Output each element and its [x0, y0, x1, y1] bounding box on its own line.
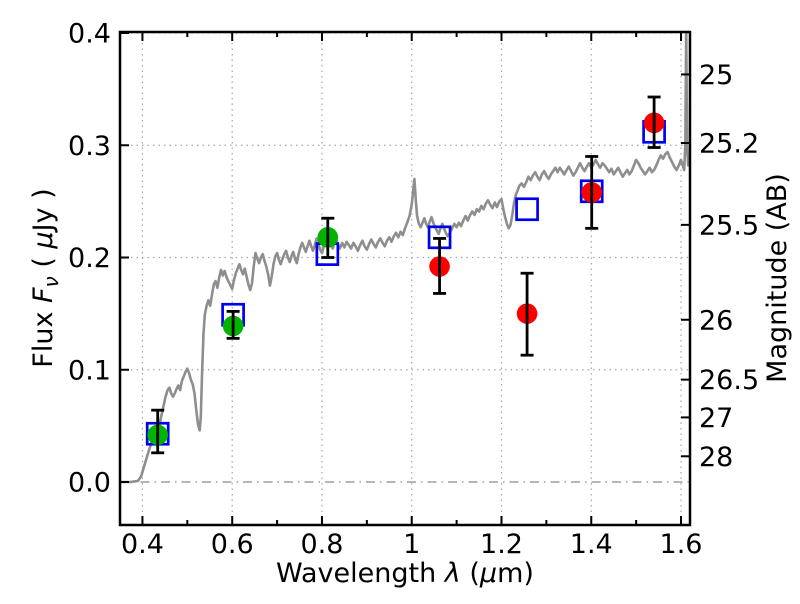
x-tick-label-1: 1 — [403, 529, 420, 560]
chart-element: Flux — [28, 303, 59, 368]
chart-element: μ — [28, 231, 59, 249]
mag-tick-label-27: 27 — [699, 403, 733, 434]
chart-element: F — [28, 287, 59, 303]
blue-square-markers — [145, 119, 666, 446]
y-axis-label-right: Magnitude (AB) — [762, 173, 793, 383]
y-tick-label-0.2: 0.2 — [68, 243, 111, 274]
model-spectrum-line — [120, 32, 690, 484]
chart-element: ν — [39, 276, 63, 287]
x-tick-label-0.4: 0.4 — [121, 529, 164, 560]
x-tick-label-0.6: 0.6 — [211, 529, 254, 560]
mag-tick-label-26: 26 — [699, 305, 733, 336]
error-bar — [520, 271, 534, 357]
y-tick-label-0.0: 0.0 — [68, 468, 111, 499]
plot-frame — [118, 30, 692, 527]
chart-element: Jy ) — [28, 188, 59, 233]
y-tick-label-0.4: 0.4 — [68, 19, 111, 50]
y-tick-label-0.3: 0.3 — [68, 131, 111, 162]
model-spectrum-path — [120, 32, 690, 484]
error-bar — [321, 216, 335, 259]
x-tick-label-1.6: 1.6 — [660, 529, 703, 560]
error-bar — [151, 408, 165, 455]
mag-tick-label-25.5: 25.5 — [699, 210, 759, 241]
gridlines — [120, 32, 690, 525]
chart-element: μ — [479, 558, 497, 589]
error-bars — [151, 95, 661, 455]
error-bar — [226, 309, 240, 340]
y-tick-label-0.1: 0.1 — [68, 355, 111, 386]
error-bar — [585, 155, 599, 230]
blue-square-point — [515, 197, 539, 222]
x-tick-label-1.2: 1.2 — [480, 529, 523, 560]
chart-element: Wavelength — [276, 558, 445, 589]
tick-marks — [120, 32, 690, 525]
chart-element: ( — [28, 249, 59, 277]
mag-tick-label-26.5: 26.5 — [699, 365, 759, 396]
x-tick-label-1.4: 1.4 — [570, 529, 613, 560]
mag-tick-label-25: 25 — [699, 60, 733, 91]
y-axis-label-left: Flux Fν​ ( μJy ) — [28, 188, 63, 367]
x-axis-label: Wavelength λ (μm) — [276, 558, 534, 589]
x-tick-label-0.8: 0.8 — [300, 529, 343, 560]
mag-tick-label-28: 28 — [699, 442, 733, 473]
error-bar — [433, 237, 447, 295]
mag-tick-label-25.2: 25.2 — [699, 129, 759, 160]
tick-labels: 0.4 0.6 0.8 1 1.2 1.4 1.6 0.0 0.1 0.2 0.3 0.4 25 25.2… — [68, 19, 759, 560]
error-bar — [647, 95, 661, 149]
chart-element: Magnitude (AB) — [762, 173, 793, 383]
chart-element: ( — [461, 558, 480, 589]
chart-element: λ — [443, 558, 461, 589]
circle-markers — [147, 112, 665, 446]
chart-element: m) — [497, 558, 534, 589]
